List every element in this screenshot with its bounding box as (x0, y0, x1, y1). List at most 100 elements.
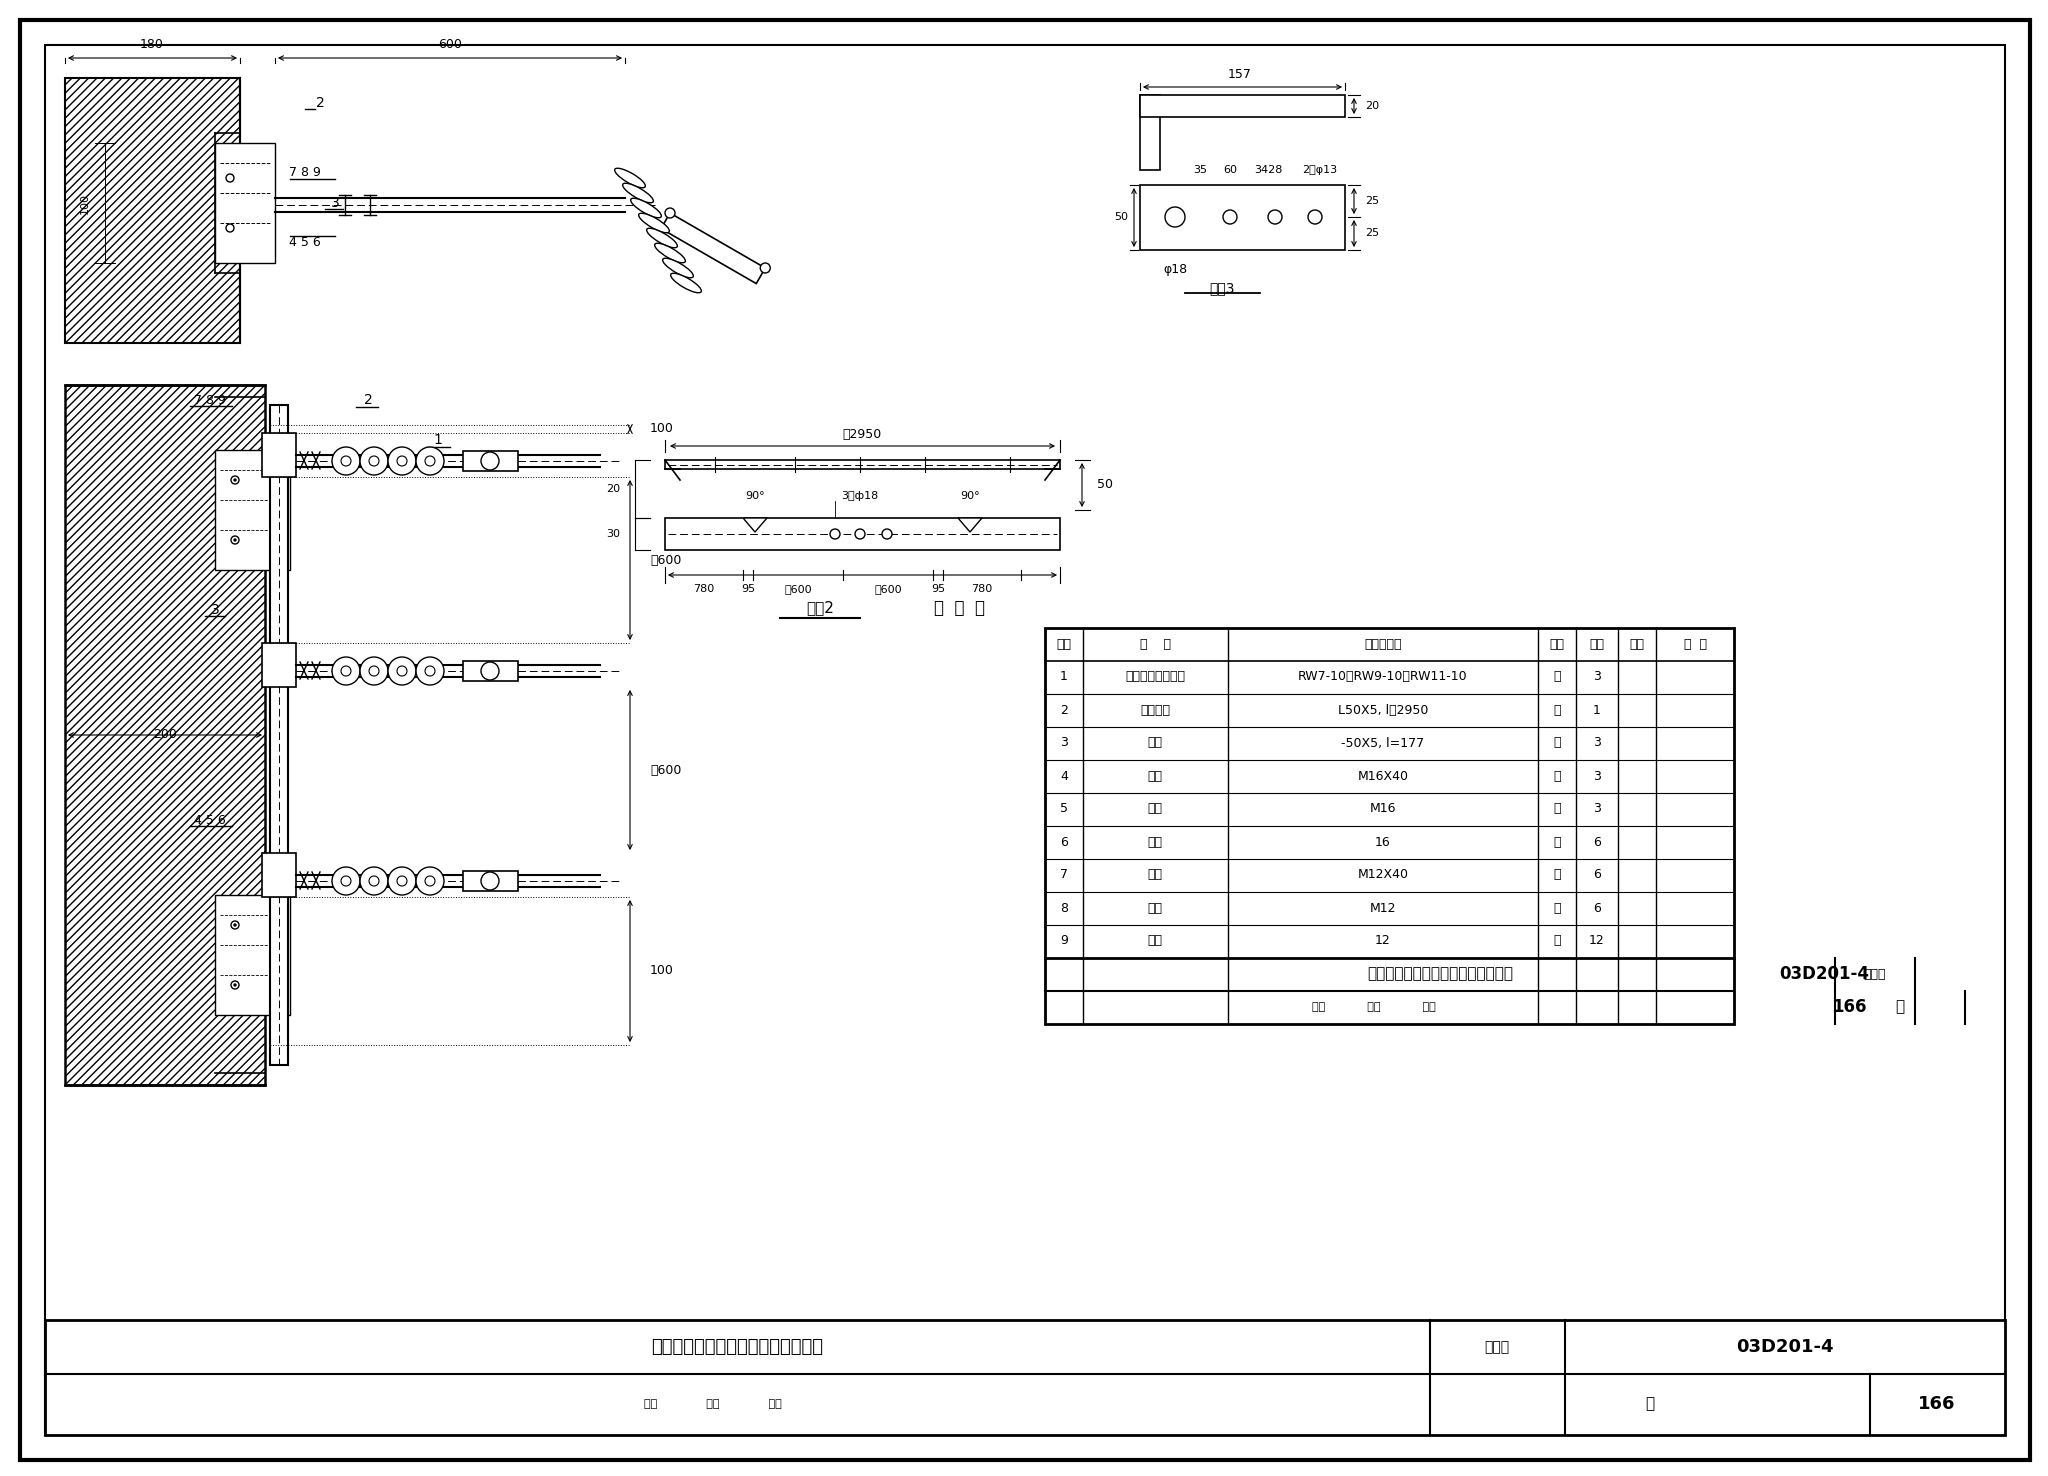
Circle shape (360, 866, 387, 894)
Text: 图集号: 图集号 (1485, 1340, 1509, 1353)
Text: 20: 20 (606, 484, 621, 494)
Bar (463, 661, 518, 680)
Text: 序号: 序号 (1057, 638, 1071, 651)
Text: 螺母: 螺母 (1147, 902, 1163, 915)
Text: 6: 6 (1593, 902, 1602, 915)
Circle shape (760, 263, 770, 273)
Ellipse shape (664, 258, 694, 277)
Circle shape (397, 875, 408, 886)
Text: 166: 166 (1831, 998, 1866, 1015)
Circle shape (369, 456, 379, 466)
Text: 60: 60 (1223, 165, 1237, 176)
Text: M12X40: M12X40 (1358, 868, 1409, 881)
Text: ＞600: ＞600 (649, 554, 682, 567)
Text: 780: 780 (971, 584, 993, 593)
Text: 780: 780 (694, 584, 715, 593)
Text: 个: 个 (1552, 934, 1561, 948)
Circle shape (360, 447, 387, 475)
Circle shape (342, 875, 350, 886)
Bar (666, 461, 1061, 469)
Text: 8: 8 (1061, 902, 1067, 915)
Polygon shape (662, 213, 766, 283)
Bar (270, 404, 289, 1066)
Bar (262, 853, 297, 897)
Text: 扁钢: 扁钢 (1147, 737, 1163, 750)
Text: 90°: 90° (961, 492, 979, 500)
Text: -50X5, l=177: -50X5, l=177 (1341, 737, 1425, 750)
Text: 157: 157 (1229, 68, 1251, 81)
Text: 螺栓: 螺栓 (1147, 868, 1163, 881)
Text: 100: 100 (649, 964, 674, 977)
Text: 95: 95 (932, 584, 944, 593)
Bar (1141, 184, 1346, 249)
Circle shape (231, 921, 240, 928)
Text: 4 5 6: 4 5 6 (289, 236, 322, 248)
Text: 明  细  表: 明 细 表 (934, 599, 985, 617)
Text: 180: 180 (139, 37, 164, 50)
Circle shape (397, 456, 408, 466)
Text: 95: 95 (741, 584, 756, 593)
Circle shape (883, 528, 893, 539)
Text: 角钢支架: 角钢支架 (1141, 704, 1169, 716)
Text: 单位: 单位 (1550, 638, 1565, 651)
Text: 1: 1 (1061, 670, 1067, 683)
Text: 高压跌落式熔断器: 高压跌落式熔断器 (1124, 670, 1186, 683)
Text: 页: 页 (1896, 999, 1905, 1014)
Text: 5: 5 (1061, 803, 1067, 816)
Bar (66, 385, 264, 1085)
Text: 3孔ф18: 3孔ф18 (842, 492, 879, 500)
Text: 个: 个 (1552, 868, 1561, 881)
Text: 600: 600 (438, 37, 463, 50)
Text: 20: 20 (1364, 100, 1378, 111)
Text: 03D201-4: 03D201-4 (1737, 1339, 1833, 1356)
Ellipse shape (639, 213, 670, 233)
Circle shape (1309, 210, 1323, 224)
Text: 根: 根 (1552, 704, 1561, 716)
Text: 垫圈: 垫圈 (1147, 835, 1163, 849)
Text: 个: 个 (1552, 835, 1561, 849)
Circle shape (481, 872, 500, 890)
Text: 垫圈: 垫圈 (1147, 934, 1163, 948)
Polygon shape (743, 518, 768, 531)
Text: 200: 200 (154, 729, 176, 741)
Text: 4 5 6: 4 5 6 (195, 813, 225, 827)
Circle shape (416, 447, 444, 475)
Text: 25: 25 (1364, 227, 1378, 238)
Text: L50X5, l＞2950: L50X5, l＞2950 (1337, 704, 1427, 716)
Bar (215, 450, 291, 570)
Text: 16: 16 (1374, 835, 1391, 849)
Text: RW7-10、RW9-10、RW11-10: RW7-10、RW9-10、RW11-10 (1298, 670, 1468, 683)
Text: 50: 50 (1098, 478, 1112, 492)
Text: 个: 个 (1552, 902, 1561, 915)
Text: 3: 3 (1593, 737, 1602, 750)
Text: 3: 3 (330, 196, 340, 210)
Text: 1: 1 (1593, 704, 1602, 716)
Text: 2: 2 (1061, 704, 1067, 716)
Text: 3: 3 (1593, 670, 1602, 683)
Text: 备  注: 备 注 (1683, 638, 1706, 651)
Bar (215, 894, 291, 1015)
Text: 螺母: 螺母 (1147, 803, 1163, 816)
Circle shape (225, 224, 233, 232)
Text: 3: 3 (1593, 769, 1602, 782)
Bar (262, 432, 297, 477)
Bar (666, 518, 1061, 551)
Ellipse shape (655, 244, 686, 263)
Circle shape (231, 982, 240, 989)
Text: 个: 个 (1552, 803, 1561, 816)
Text: 高压跌落式熔断器在墙上支架上安装: 高压跌落式熔断器在墙上支架上安装 (1366, 967, 1513, 982)
Circle shape (426, 875, 434, 886)
Circle shape (231, 475, 240, 484)
Text: 零件2: 零件2 (807, 601, 834, 615)
Bar (1044, 627, 1735, 1024)
Text: 166: 166 (1919, 1395, 1956, 1413)
Bar (1141, 94, 1346, 117)
Circle shape (416, 866, 444, 894)
Circle shape (426, 666, 434, 676)
Circle shape (481, 452, 500, 469)
Ellipse shape (614, 168, 645, 187)
Circle shape (416, 657, 444, 685)
Text: 12: 12 (1374, 934, 1391, 948)
Text: 30: 30 (606, 528, 621, 539)
Text: 零件3: 零件3 (1208, 280, 1235, 295)
